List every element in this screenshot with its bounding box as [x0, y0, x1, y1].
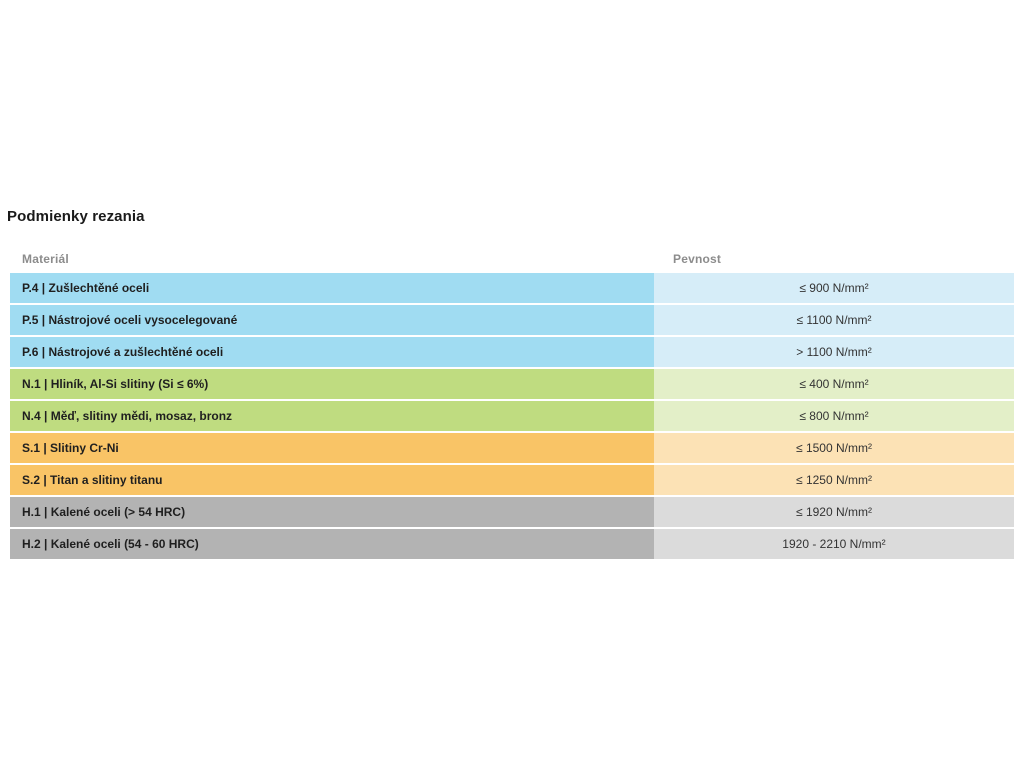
strength-cell: ≤ 1920 N/mm² — [654, 497, 1014, 527]
material-cell: P.6 | Nástrojové a zušlechtěné oceli — [10, 337, 654, 367]
table-row: P.4 | Zušlechtěné oceli ≤ 900 N/mm² — [10, 273, 1014, 303]
column-header-strength: Pevnost — [673, 252, 722, 266]
cutting-conditions-table: Materiál Pevnost P.4 | Zušlechtěné oceli… — [10, 245, 1014, 561]
table-row: H.2 | Kalené oceli (54 - 60 HRC) 1920 - … — [10, 529, 1014, 559]
table-row: N.1 | Hliník, Al-Si slitiny (Si ≤ 6%) ≤ … — [10, 369, 1014, 399]
strength-cell: > 1100 N/mm² — [654, 337, 1014, 367]
strength-cell: ≤ 1100 N/mm² — [654, 305, 1014, 335]
table-row: S.1 | Slitiny Cr-Ni ≤ 1500 N/mm² — [10, 433, 1014, 463]
strength-cell: ≤ 1250 N/mm² — [654, 465, 1014, 495]
table-row: S.2 | Titan a slitiny titanu ≤ 1250 N/mm… — [10, 465, 1014, 495]
strength-cell: ≤ 800 N/mm² — [654, 401, 1014, 431]
section-title: Podmienky rezania — [7, 208, 145, 225]
table-header-row: Materiál Pevnost — [10, 245, 1014, 273]
material-cell: P.5 | Nástrojové oceli vysocelegované — [10, 305, 654, 335]
table-row: H.1 | Kalené oceli (> 54 HRC) ≤ 1920 N/m… — [10, 497, 1014, 527]
material-cell: N.1 | Hliník, Al-Si slitiny (Si ≤ 6%) — [10, 369, 654, 399]
material-cell: H.1 | Kalené oceli (> 54 HRC) — [10, 497, 654, 527]
material-cell: H.2 | Kalené oceli (54 - 60 HRC) — [10, 529, 654, 559]
column-header-material: Materiál — [22, 252, 69, 266]
strength-cell: ≤ 900 N/mm² — [654, 273, 1014, 303]
table-row: P.6 | Nástrojové a zušlechtěné oceli > 1… — [10, 337, 1014, 367]
table-row: P.5 | Nástrojové oceli vysocelegované ≤ … — [10, 305, 1014, 335]
material-cell: S.1 | Slitiny Cr-Ni — [10, 433, 654, 463]
strength-cell: ≤ 1500 N/mm² — [654, 433, 1014, 463]
material-cell: S.2 | Titan a slitiny titanu — [10, 465, 654, 495]
material-cell: N.4 | Měď, slitiny mědi, mosaz, bronz — [10, 401, 654, 431]
strength-cell: 1920 - 2210 N/mm² — [654, 529, 1014, 559]
strength-cell: ≤ 400 N/mm² — [654, 369, 1014, 399]
table-row: N.4 | Měď, slitiny mědi, mosaz, bronz ≤ … — [10, 401, 1014, 431]
material-cell: P.4 | Zušlechtěné oceli — [10, 273, 654, 303]
